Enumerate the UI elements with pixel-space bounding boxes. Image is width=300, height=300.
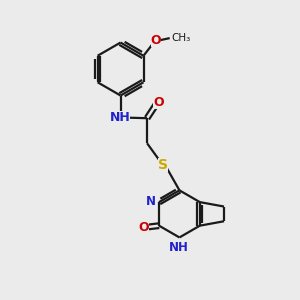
Text: O: O bbox=[153, 95, 164, 109]
Text: S: S bbox=[158, 158, 168, 172]
Text: CH₃: CH₃ bbox=[171, 33, 190, 43]
Text: N: N bbox=[146, 195, 155, 208]
Text: NH: NH bbox=[169, 241, 189, 254]
Text: O: O bbox=[151, 34, 161, 47]
Text: O: O bbox=[138, 220, 149, 234]
Text: NH: NH bbox=[110, 111, 130, 124]
